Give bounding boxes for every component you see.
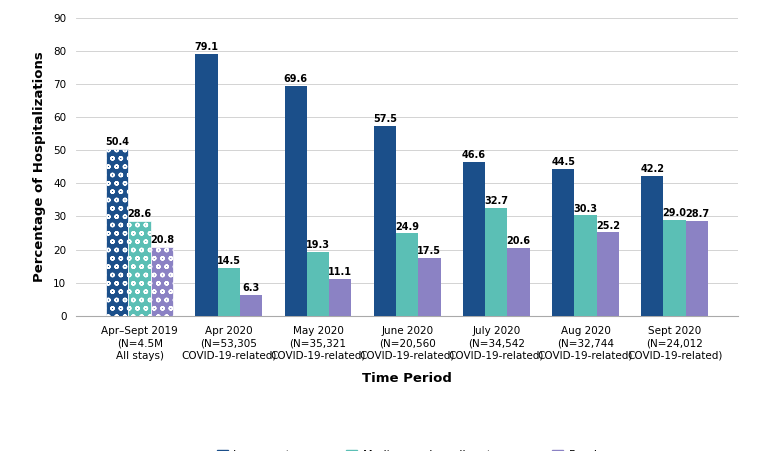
Text: 28.7: 28.7	[685, 209, 709, 219]
Text: 25.2: 25.2	[596, 221, 619, 231]
Bar	[508, 248, 530, 316]
Text: 11.1: 11.1	[328, 267, 352, 277]
Bar	[575, 216, 597, 316]
Bar	[642, 176, 664, 316]
Text: 6.3: 6.3	[243, 283, 260, 293]
Bar	[486, 207, 508, 316]
Bar	[664, 220, 686, 316]
Legend: Large metro, Medium and small metros, Rural: Large metro, Medium and small metros, Ru…	[212, 446, 602, 451]
Text: 14.5: 14.5	[217, 256, 240, 266]
Text: 42.2: 42.2	[640, 165, 664, 175]
Text: 20.8: 20.8	[150, 235, 174, 245]
Text: 32.7: 32.7	[484, 196, 508, 206]
Text: 24.9: 24.9	[395, 222, 419, 232]
Bar	[374, 125, 396, 316]
Bar	[240, 295, 263, 316]
Text: 46.6: 46.6	[462, 150, 486, 160]
Bar	[552, 169, 575, 316]
Text: 20.6: 20.6	[507, 236, 530, 246]
X-axis label: Time Period: Time Period	[362, 372, 452, 385]
Text: 17.5: 17.5	[418, 246, 441, 256]
Bar	[686, 221, 708, 316]
Bar	[151, 247, 173, 316]
Text: 19.3: 19.3	[306, 240, 330, 250]
Text: 69.6: 69.6	[284, 74, 307, 84]
Bar	[107, 149, 129, 316]
Bar	[218, 268, 240, 316]
Y-axis label: Percentage of Hospitalizations: Percentage of Hospitalizations	[33, 51, 46, 282]
Bar	[419, 258, 441, 316]
Text: 57.5: 57.5	[373, 114, 396, 124]
Bar	[307, 252, 329, 316]
Text: 79.1: 79.1	[195, 42, 218, 52]
Text: 50.4: 50.4	[105, 138, 129, 147]
Bar	[396, 233, 419, 316]
Text: 28.6: 28.6	[128, 209, 151, 220]
Bar	[463, 161, 486, 316]
Bar	[196, 54, 218, 316]
Text: 44.5: 44.5	[551, 157, 575, 167]
Text: 29.0: 29.0	[663, 208, 686, 218]
Bar	[129, 221, 151, 316]
Bar	[285, 86, 307, 316]
Bar	[597, 232, 619, 316]
Text: 30.3: 30.3	[574, 204, 597, 214]
Bar	[329, 279, 352, 316]
